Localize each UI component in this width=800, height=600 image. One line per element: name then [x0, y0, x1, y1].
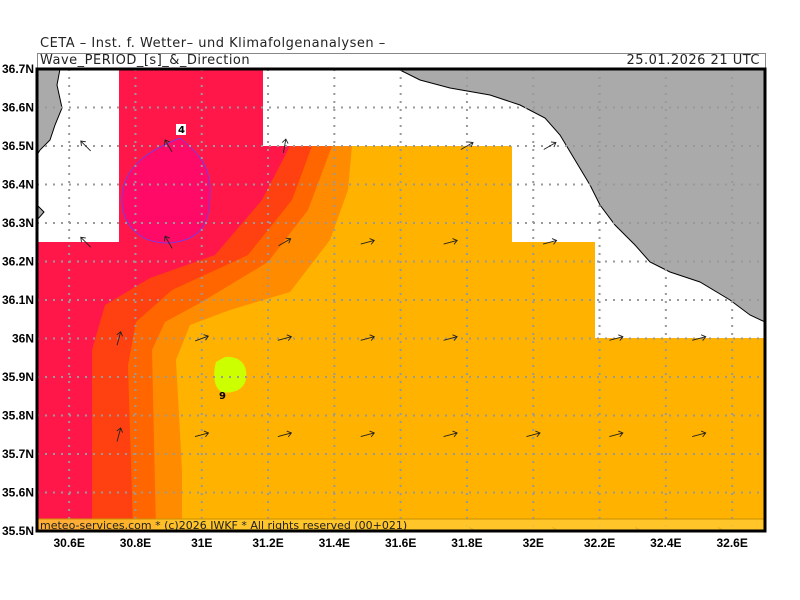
- lon-tick-label: 32.6E: [716, 536, 747, 550]
- wave-direction-arrow: [692, 430, 707, 438]
- period-4-blob: [121, 137, 211, 244]
- lon-tick-label: 31.6E: [385, 536, 416, 550]
- wave-direction-arrow: [526, 430, 541, 438]
- lat-tick-label: 36.5N: [2, 139, 34, 153]
- lat-tick-label: 35.8N: [2, 409, 34, 423]
- lat-tick-label: 36.1N: [2, 293, 34, 307]
- wave-direction-arrow: [360, 334, 375, 341]
- wave-direction-arrow: [360, 238, 375, 245]
- contour-label-9: 9: [219, 391, 226, 402]
- wave-direction-arrow: [360, 430, 375, 438]
- contour-label-4: 4: [178, 125, 185, 136]
- lon-tick-label: 31.8E: [451, 536, 482, 550]
- wave-direction-arrow: [443, 430, 458, 438]
- wave-direction-arrow: [443, 238, 458, 245]
- lat-tick-label: 36.2N: [2, 255, 34, 269]
- wave-direction-arrow: [609, 430, 624, 438]
- valid-time: 25.01.2026 21 UTC: [626, 53, 760, 68]
- plot-frame: [35, 67, 767, 533]
- lat-tick-label: 36.7N: [2, 62, 34, 76]
- wave-direction-arrow: [281, 138, 289, 153]
- wave-direction-arrow: [543, 141, 557, 150]
- lat-tick-label: 35.5N: [2, 524, 34, 538]
- wave-direction-arrow: [443, 334, 458, 341]
- title-box: [37, 53, 766, 69]
- wave-direction-arrow: [80, 140, 91, 152]
- lat-tick-label: 36N: [12, 332, 34, 346]
- lon-tick-label: 31.4E: [319, 536, 350, 550]
- product-title: Wave_PERIOD_[s]_&_Direction: [40, 53, 251, 68]
- longitude-labels: 30.6E 30.8E 31E 31.2E 31.4E 31.6E 31.8E 32E 32.2…: [53, 536, 747, 550]
- institute-title: CETA – Inst. f. Wetter– und Klimafolgena…: [40, 36, 386, 51]
- land-coast-east: [397, 69, 765, 323]
- lon-tick-label: 31.2E: [252, 536, 283, 550]
- wave-direction-arrow: [164, 139, 173, 153]
- lon-tick-label: 31E: [191, 536, 212, 550]
- wave-direction-arrow: [194, 430, 210, 438]
- wave-direction-arrow: [277, 430, 293, 438]
- wave-direction-arrow: [460, 141, 474, 150]
- wave-direction-arrow: [609, 334, 624, 341]
- lat-tick-label: 36.6N: [2, 101, 34, 115]
- lon-tick-label: 32.2E: [584, 536, 615, 550]
- graticule: [37, 69, 765, 531]
- lon-tick-label: 32.4E: [650, 536, 681, 550]
- period-9-blob: [214, 356, 247, 393]
- wave-direction-arrow: [116, 331, 123, 346]
- lat-tick-label: 35.9N: [2, 370, 34, 384]
- wave-direction-arrow: [80, 236, 91, 248]
- lat-tick-label: 35.7N: [2, 447, 34, 461]
- latitude-labels: 36.7N 36.6N 36.5N 36.4N 36.3N 36.2N 36.1N 36N 35…: [2, 62, 34, 538]
- lon-tick-label: 32E: [523, 536, 544, 550]
- wave-direction-arrow: [542, 238, 558, 245]
- wave-direction-arrow: [278, 237, 292, 247]
- footer-band: [37, 519, 765, 531]
- lat-tick-label: 36.4N: [2, 178, 34, 192]
- wave-direction-arrow: [164, 235, 173, 249]
- wave-direction-arrow: [116, 427, 123, 442]
- lon-tick-label: 30.6E: [53, 536, 84, 550]
- wave-direction-arrow: [692, 334, 707, 341]
- copyright-footer: meteo-services.com * (c)2026 IWKF * All …: [40, 519, 407, 532]
- lat-tick-label: 36.3N: [2, 216, 34, 230]
- wave-direction-arrow: [195, 334, 210, 342]
- lat-tick-label: 35.6N: [2, 486, 34, 500]
- lon-tick-label: 30.8E: [120, 536, 151, 550]
- land-islet: [37, 204, 45, 221]
- wave-direction-arrow: [277, 334, 293, 341]
